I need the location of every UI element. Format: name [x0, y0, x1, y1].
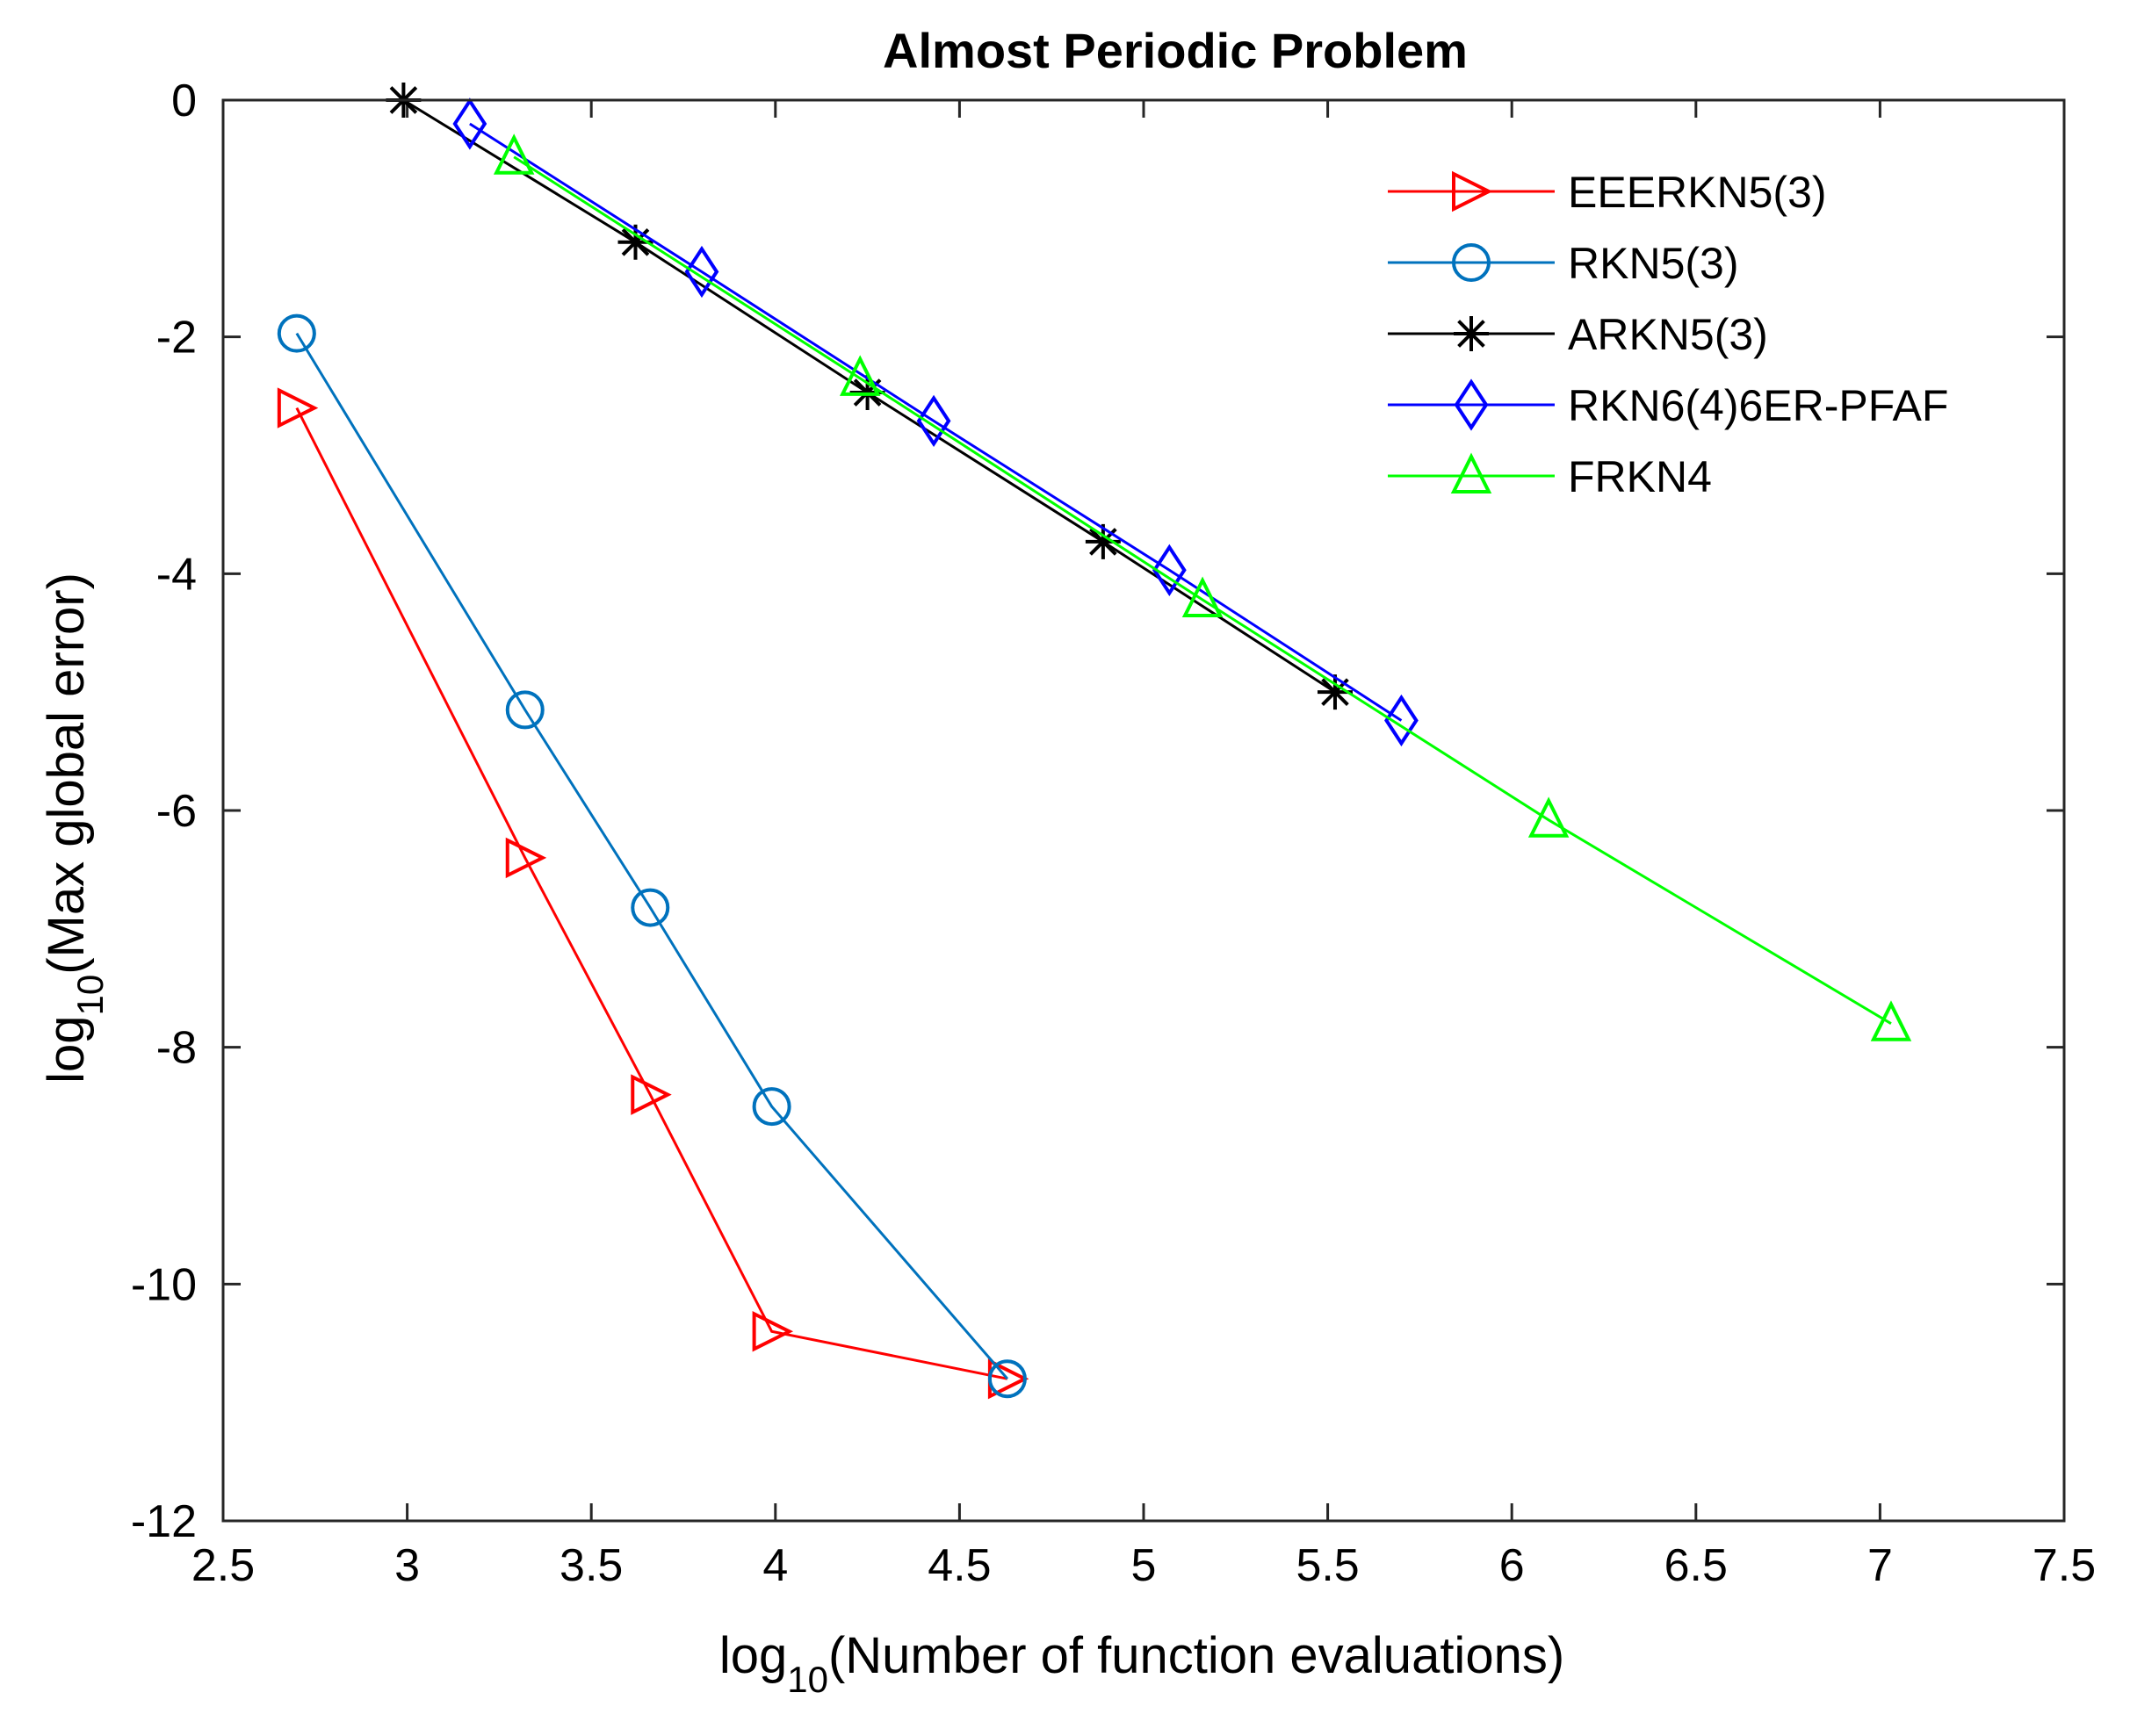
- x-tick-label: 6.5: [1664, 1540, 1728, 1591]
- data-point-triangle-up: [839, 355, 881, 396]
- y-axis-ticks: 0 -2 -4 -6 -8 -10 -12: [131, 76, 2064, 1547]
- data-point-triangle-up: [1527, 796, 1570, 838]
- chart-title: Almost Periodic Problem: [883, 23, 1468, 78]
- x-tick-label: 2.5: [191, 1540, 255, 1591]
- legend-label-arkn5-3: ARKN5(3): [1568, 310, 1768, 359]
- x-axis-label-prefix: log: [719, 1627, 787, 1684]
- data-point-circle: [277, 313, 316, 353]
- x-axis-label: log10(Number of function evaluations): [719, 1627, 1564, 1700]
- x-tick-label: 5.5: [1296, 1540, 1359, 1591]
- series-rkn6-4-6er-pfaf: [452, 97, 1419, 747]
- y-tick-label: -6: [156, 786, 197, 837]
- data-point-triangle-right: [631, 1074, 672, 1115]
- series-frkn4: [493, 133, 1912, 1041]
- data-point-diamond: [1454, 378, 1489, 431]
- series-rkn5-3: [277, 313, 1027, 1399]
- data-point-asterisk: [1317, 674, 1353, 710]
- y-tick-label: -10: [131, 1259, 197, 1310]
- y-axis-label-subscript: 10: [69, 975, 111, 1016]
- x-tick-label: 7.5: [2033, 1540, 2096, 1591]
- data-point-diamond: [1152, 544, 1187, 596]
- legend-label-eeerkn5-3: EEERKN5(3): [1568, 168, 1827, 217]
- series-line-rkn5-3: [295, 332, 1009, 1380]
- series-line-frkn4: [513, 155, 1892, 1025]
- y-tick-label: -2: [156, 313, 197, 364]
- legend-label-rkn6-4-6er-pfaf: RKN6(4)6ER-PFAF: [1568, 381, 1948, 430]
- data-point-triangle-up: [1870, 1000, 1912, 1041]
- plot-series: [277, 83, 1912, 1400]
- y-axis-label: log10(Max global error): [38, 573, 111, 1084]
- data-point-diamond: [684, 245, 719, 299]
- legend-label-rkn5-3: RKN5(3): [1568, 239, 1738, 288]
- plot-area-frame: [221, 98, 2066, 1523]
- series-eeerkn5-3: [277, 387, 1029, 1400]
- data-point-triangle-up: [1450, 452, 1492, 493]
- x-tick-label: 4.5: [928, 1540, 991, 1591]
- data-point-asterisk: [617, 224, 653, 260]
- x-tick-label: 3: [394, 1540, 420, 1591]
- data-point-diamond: [1384, 694, 1419, 747]
- series-line-eeerkn5-3: [295, 407, 1008, 1380]
- y-tick-label: -4: [156, 549, 197, 600]
- data-point-triangle-right: [752, 1311, 794, 1352]
- x-tick-label: 4: [762, 1540, 788, 1591]
- data-point-circle: [987, 1359, 1027, 1399]
- data-point-circle: [505, 690, 545, 730]
- series-line-rkn6-4-6er-pfaf: [469, 122, 1403, 722]
- data-point-triangle-right: [1452, 170, 1493, 212]
- x-tick-label: 5: [1131, 1540, 1157, 1591]
- legend: EEERKN5(3) RKN5(3) ARKN5(3) RKN6(4)6ER-PFAF…: [1388, 168, 1948, 501]
- x-tick-label: 7: [1867, 1540, 1893, 1591]
- legend-label-frkn4: FRKN4: [1568, 452, 1712, 501]
- y-tick-label: -12: [131, 1496, 197, 1547]
- y-tick-label: -8: [156, 1023, 197, 1074]
- data-point-asterisk: [1085, 523, 1121, 559]
- x-axis-label-text: (Number of function evaluations): [828, 1627, 1564, 1684]
- data-point-circle: [752, 1087, 791, 1127]
- y-axis-label-prefix: log: [38, 1016, 95, 1084]
- data-point-asterisk: [1454, 316, 1489, 351]
- y-axis-label-text: (Max global error): [38, 573, 95, 975]
- x-tick-label: 3.5: [560, 1540, 623, 1591]
- data-point-circle: [1452, 243, 1491, 282]
- data-point-diamond: [916, 394, 951, 448]
- data-point-triangle-right: [277, 387, 319, 429]
- data-point-triangle-up: [493, 133, 535, 175]
- x-axis-label-subscript: 10: [787, 1659, 828, 1700]
- data-point-triangle-up: [1181, 576, 1224, 617]
- x-tick-label: 6: [1499, 1540, 1525, 1591]
- data-point-circle: [631, 888, 670, 927]
- x-axis-ticks: 2.5 3 3.5 4 4.5 5 5.5 6 6.5 7 7.5: [191, 100, 2096, 1591]
- data-point-diamond: [452, 97, 487, 150]
- data-point-triangle-right: [505, 837, 547, 879]
- y-tick-label: 0: [171, 76, 197, 126]
